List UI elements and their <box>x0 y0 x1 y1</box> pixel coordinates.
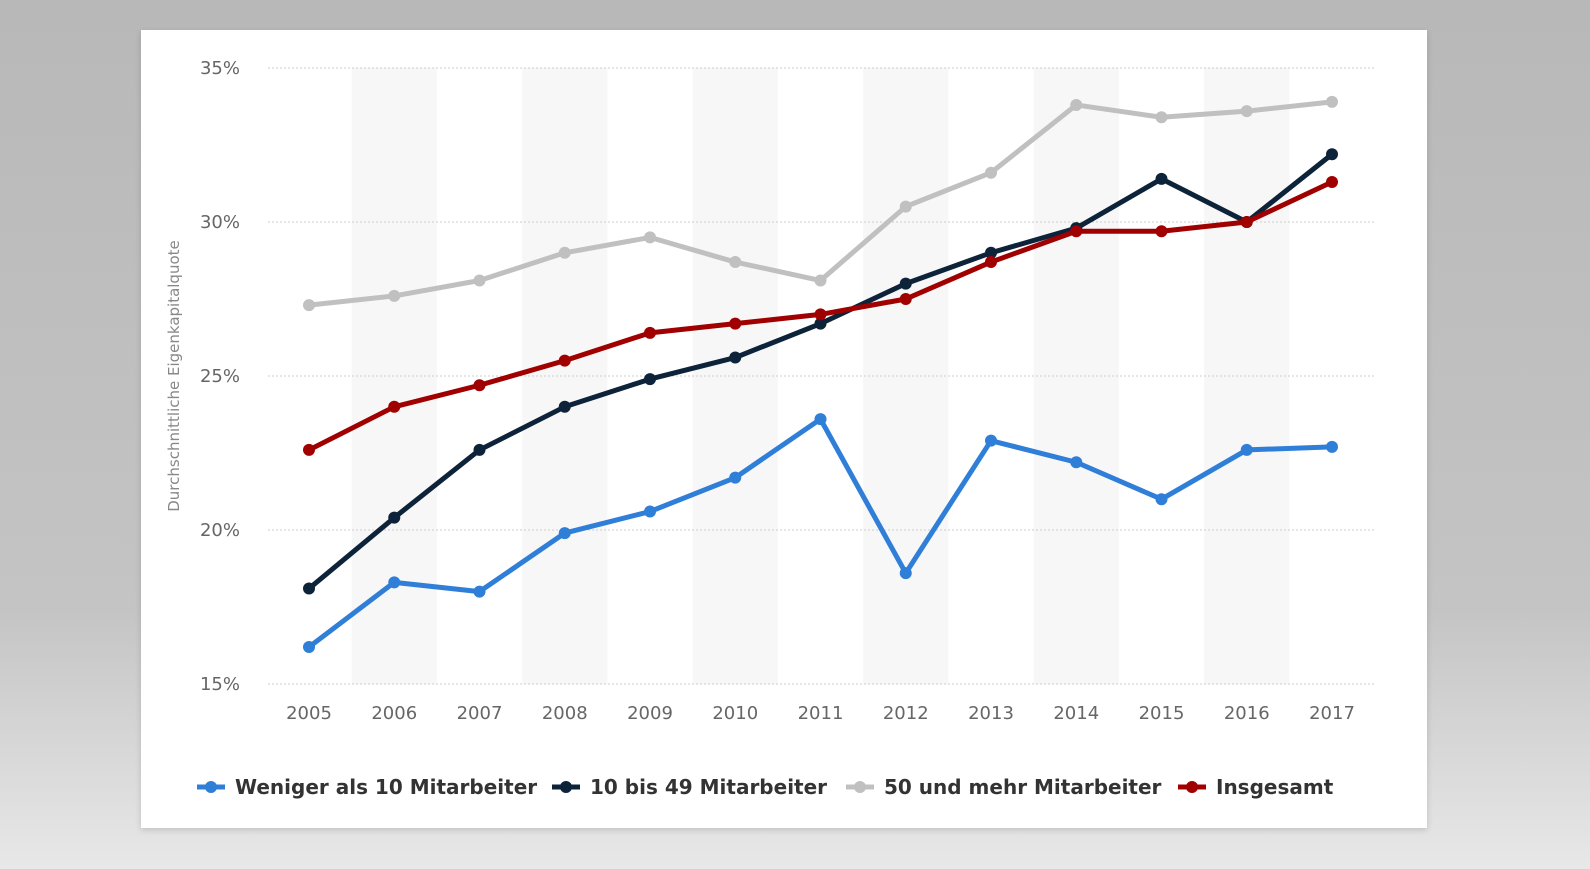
data-point <box>473 379 486 392</box>
data-point <box>814 317 827 330</box>
data-point <box>1326 95 1338 108</box>
legend-marker <box>205 781 217 793</box>
x-tick-label: 2007 <box>457 703 503 724</box>
data-point <box>558 527 571 540</box>
data-point <box>1155 225 1168 238</box>
data-point <box>558 400 571 413</box>
data-point <box>899 567 912 580</box>
legend-item: Weniger als 10 Mitarbeiter <box>197 775 537 799</box>
y-axis-label: Durchschnittliche Eigenkapitalquote <box>165 240 183 512</box>
data-point <box>814 413 827 426</box>
x-tick-label: 2016 <box>1224 703 1270 724</box>
legend-marker <box>1186 781 1198 793</box>
data-point <box>303 582 315 595</box>
data-point <box>1326 440 1338 453</box>
legend-item: 50 und mehr Mitarbeiter <box>846 775 1162 799</box>
legend-marker <box>854 781 866 793</box>
legend-marker <box>560 781 572 793</box>
legend-item: Insgesamt <box>1178 775 1334 799</box>
legend-label: Insgesamt <box>1216 775 1334 799</box>
data-point <box>1155 493 1168 506</box>
data-point <box>814 274 827 287</box>
data-point <box>303 641 315 654</box>
x-tick-label: 2013 <box>968 703 1014 724</box>
data-point <box>985 166 997 179</box>
x-tick-label: 2009 <box>627 703 673 724</box>
data-point <box>1240 105 1253 118</box>
y-tick-label: 25% <box>200 366 240 387</box>
data-point <box>985 434 997 447</box>
data-point <box>729 471 742 484</box>
x-tick-label: 2011 <box>798 703 844 724</box>
band-2016 <box>1204 68 1290 684</box>
y-tick-label: 30% <box>200 212 240 233</box>
data-point <box>644 326 656 339</box>
data-point <box>1240 216 1253 228</box>
data-point <box>729 256 742 269</box>
data-point <box>303 299 315 312</box>
series-line <box>307 416 1333 650</box>
data-point <box>388 511 401 524</box>
data-point <box>1240 443 1253 456</box>
data-point <box>644 505 656 518</box>
data-point <box>644 231 656 244</box>
x-tick-label: 2010 <box>712 703 758 724</box>
series-line <box>307 152 1334 591</box>
series-2 <box>303 95 1338 312</box>
data-point <box>729 351 742 364</box>
data-point <box>558 354 571 367</box>
x-tick-label: 2006 <box>371 703 417 724</box>
data-point <box>1155 111 1168 124</box>
y-tick-label: 15% <box>200 674 240 695</box>
series-0 <box>303 413 1338 654</box>
x-tick-label: 2015 <box>1139 703 1185 724</box>
data-point <box>1326 148 1338 161</box>
data-point <box>473 274 486 287</box>
data-point <box>388 576 401 589</box>
band-2010 <box>692 68 778 684</box>
series-1 <box>303 148 1338 595</box>
y-tick-label: 35% <box>200 58 240 79</box>
data-point <box>899 200 912 213</box>
data-point <box>1070 456 1083 469</box>
data-point <box>558 246 571 259</box>
data-point <box>303 443 315 456</box>
data-point <box>1326 175 1338 188</box>
x-tick-label: 2014 <box>1053 703 1099 724</box>
data-point <box>644 373 656 386</box>
x-tick-label: 2017 <box>1309 703 1355 724</box>
y-tick-label: 20% <box>200 520 240 541</box>
data-point <box>473 443 486 456</box>
data-point <box>1070 98 1083 111</box>
data-point <box>1155 172 1168 185</box>
legend-label: 50 und mehr Mitarbeiter <box>884 775 1162 799</box>
data-point <box>899 277 912 290</box>
legend-item: 10 bis 49 Mitarbeiter <box>552 775 827 799</box>
legend-label: 10 bis 49 Mitarbeiter <box>590 775 827 799</box>
data-point <box>899 293 912 305</box>
x-tick-label: 2012 <box>883 703 929 724</box>
data-point <box>985 256 997 269</box>
data-point <box>473 585 486 598</box>
data-point <box>729 317 742 330</box>
data-point <box>985 246 997 259</box>
data-point <box>814 308 827 321</box>
x-tick-label: 2008 <box>542 703 588 724</box>
data-point <box>388 289 401 302</box>
data-point <box>388 400 401 413</box>
series-3 <box>303 175 1338 456</box>
legend-label: Weniger als 10 Mitarbeiter <box>235 775 537 799</box>
data-point <box>1070 225 1083 238</box>
x-tick-label: 2005 <box>286 703 332 724</box>
